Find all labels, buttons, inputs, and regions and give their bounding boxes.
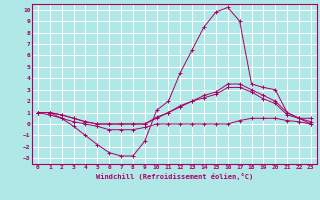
X-axis label: Windchill (Refroidissement éolien,°C): Windchill (Refroidissement éolien,°C) <box>96 173 253 180</box>
